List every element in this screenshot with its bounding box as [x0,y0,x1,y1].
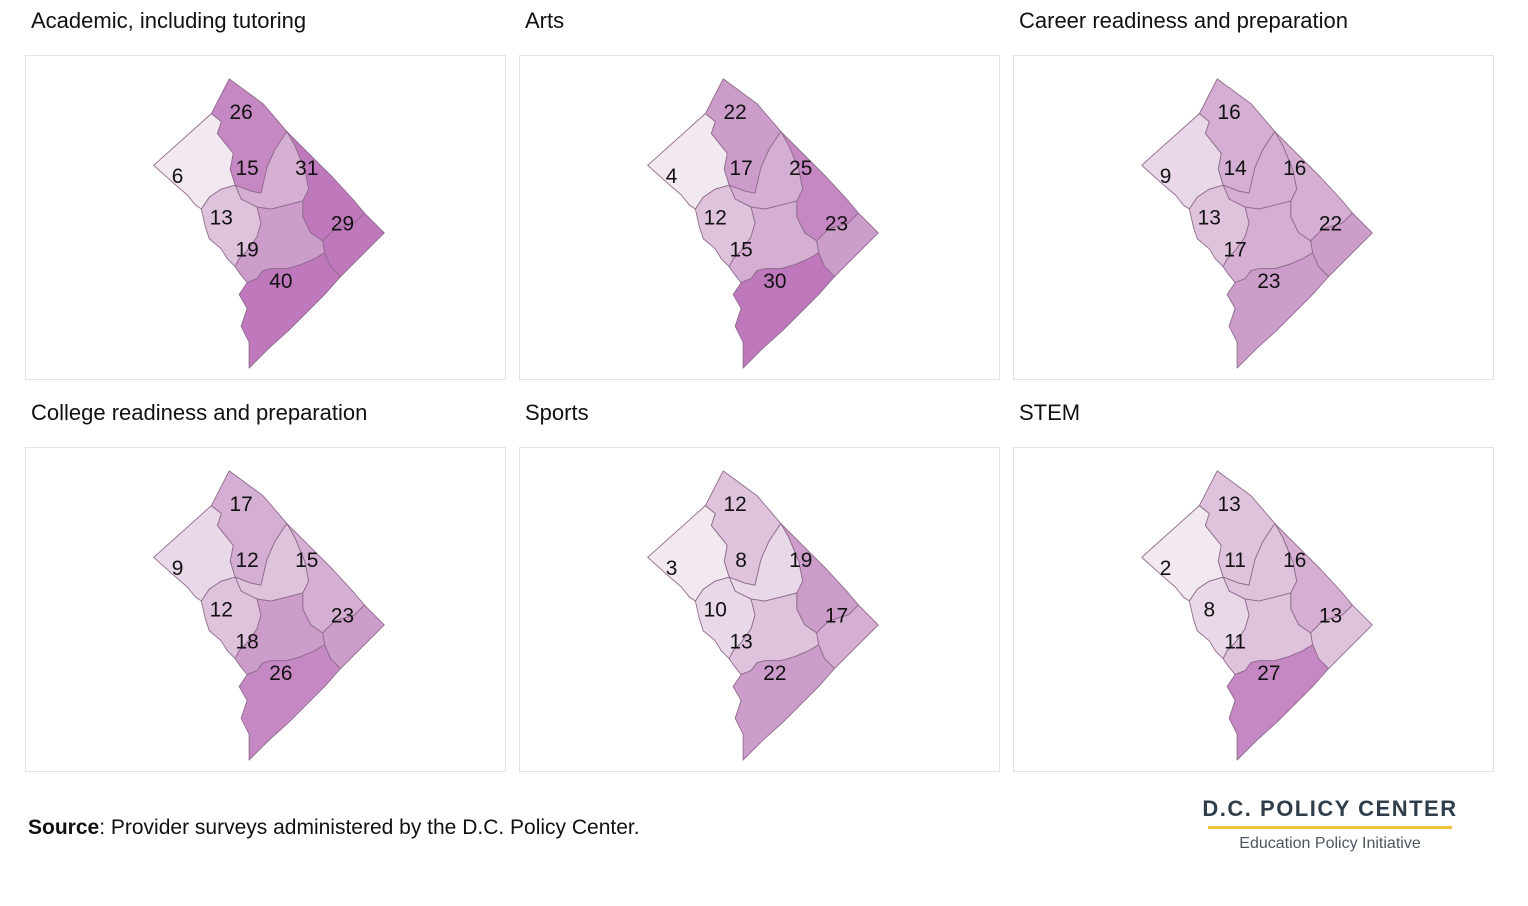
ward-map: 12 3 8 19 10 17 13 22 [519,447,1000,772]
panel-title: Academic, including tutoring [31,8,307,33]
ward-value-label: 8 [1203,599,1215,622]
ward-value-label: 3 [666,557,678,580]
ward-value-label: 11 [1224,549,1246,572]
ward-map: 13 2 11 16 8 13 11 27 [1013,447,1494,772]
ward-value-label: 12 [704,207,727,230]
ward-value-label: 16 [1218,101,1241,124]
ward-value-label: 13 [1198,207,1221,230]
ward-value-label: 22 [724,101,747,124]
ward-value-label: 15 [730,238,753,261]
ward-value-label: 16 [1283,157,1306,180]
ward-value-label: 16 [1283,549,1306,572]
ward-value-label: 12 [210,599,233,622]
source-text: : Provider surveys administered by the D… [99,816,640,839]
ward-value-label: 13 [730,630,753,653]
ward-value-label: 13 [210,207,233,230]
ward-value-label: 18 [236,630,259,653]
ward-value-label: 23 [331,604,354,627]
ward-value-label: 2 [1160,557,1172,580]
ward-value-label: 17 [825,604,848,627]
ward-map-svg: 17 9 12 15 12 23 18 26 [153,470,385,761]
ward-region [238,644,341,761]
ward-value-label: 31 [295,157,318,180]
ward-region [732,644,835,761]
ward-value-label: 9 [172,557,184,580]
ward-map: 17 9 12 15 12 23 18 26 [25,447,506,772]
ward-value-label: 6 [172,165,184,188]
ward-value-label: 25 [789,157,812,180]
ward-value-label: 15 [236,157,259,180]
panel-title: College readiness and preparation [31,400,368,425]
ward-map: 22 4 17 25 12 23 15 30 [519,55,1000,380]
ward-map-svg: 22 4 17 25 12 23 15 30 [647,78,879,369]
ward-region [1226,644,1329,761]
ward-value-label: 15 [295,549,318,572]
source-label: Source [28,816,100,839]
panel-title: STEM [1019,400,1081,425]
ward-region [1226,252,1329,369]
ward-map-svg: 12 3 8 19 10 17 13 22 [647,470,879,761]
logo-rule [1208,826,1452,829]
ward-value-label: 23 [825,212,848,235]
ward-map-svg: 13 2 11 16 8 13 11 27 [1141,470,1373,761]
ward-value-label: 27 [1257,662,1280,685]
source-note: Source: Provider surveys administered by… [28,816,640,840]
ward-value-label: 29 [331,212,354,235]
ward-value-label: 22 [763,662,786,685]
ward-value-label: 26 [269,662,292,685]
ward-value-label: 26 [230,101,253,124]
ward-value-label: 19 [789,549,812,572]
ward-map: 16 9 14 16 13 22 17 23 [1013,55,1494,380]
ward-value-label: 22 [1319,212,1342,235]
ward-value-label: 30 [763,270,786,293]
panel-title: Sports [525,400,589,425]
ward-value-label: 12 [724,493,747,516]
ward-value-label: 17 [1224,238,1247,261]
ward-region [732,252,835,369]
ward-value-label: 23 [1257,270,1280,293]
ward-value-label: 9 [1160,165,1172,188]
ward-value-label: 17 [730,157,753,180]
panel-title: Career readiness and preparation [1019,8,1348,33]
logo-name: D.C. POLICY CENTER [1202,796,1458,821]
dc-policy-center-logo: D.C. POLICY CENTER Education Policy Init… [1198,796,1462,853]
ward-value-label: 17 [230,493,253,516]
ward-value-label: 14 [1224,157,1247,180]
panel-title: Arts [525,8,565,33]
ward-value-label: 40 [269,270,292,293]
ward-map-svg: 26 6 15 31 13 29 19 40 [153,78,385,369]
ward-value-label: 12 [236,549,259,572]
ward-map: 26 6 15 31 13 29 19 40 [25,55,506,380]
ward-value-label: 10 [704,599,727,622]
ward-region [238,252,341,369]
ward-value-label: 19 [236,238,259,261]
ward-value-label: 13 [1218,493,1241,516]
logo-subtitle: Education Policy Initiative [1239,835,1421,852]
ward-value-label: 4 [666,165,678,188]
ward-value-label: 11 [1224,630,1246,653]
ward-value-label: 8 [735,549,747,572]
ward-map-svg: 16 9 14 16 13 22 17 23 [1141,78,1373,369]
ward-value-label: 13 [1319,604,1342,627]
